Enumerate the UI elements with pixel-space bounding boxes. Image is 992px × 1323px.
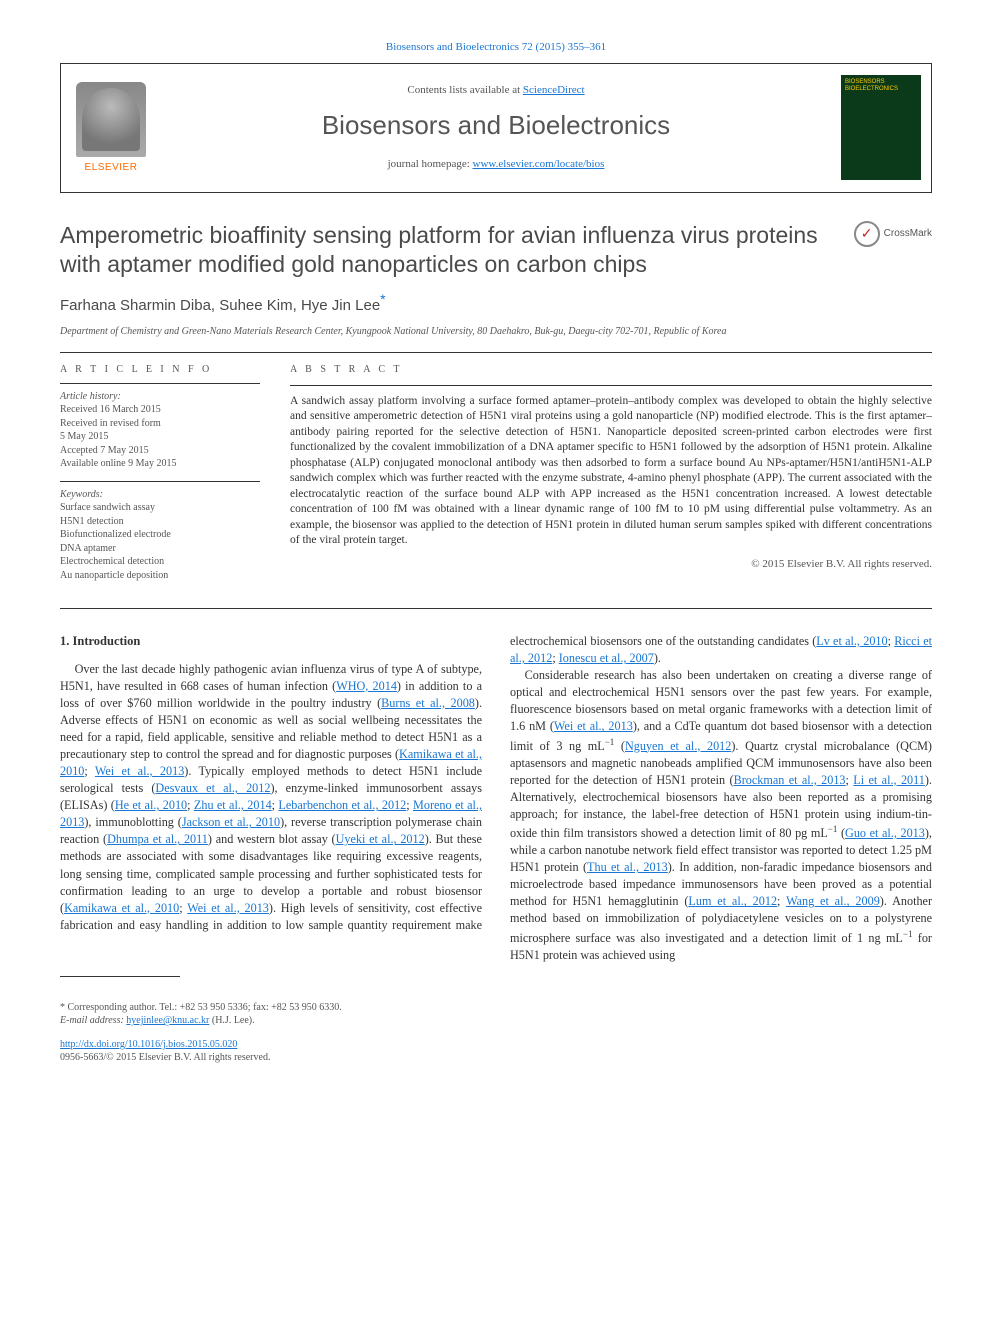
- citation-link[interactable]: Thu et al., 2013: [587, 860, 668, 874]
- citation-link[interactable]: Uyeki et al., 2012: [336, 832, 425, 846]
- section-heading-intro: 1. Introduction: [60, 633, 482, 651]
- body-span: ), immunoblotting (: [84, 815, 181, 829]
- crossmark-label: CrossMark: [884, 227, 932, 241]
- cover-thumbnail: BIOSENSORS BIOELECTRONICS: [841, 75, 921, 180]
- abstract-heading: A B S T R A C T: [290, 363, 932, 377]
- citation-link[interactable]: Zhu et al., 2014: [194, 798, 272, 812]
- issn-line: 0956-5663/© 2015 Elsevier B.V. All right…: [60, 1051, 932, 1065]
- citation-link[interactable]: WHO, 2014: [336, 679, 397, 693]
- citation-link[interactable]: Lebarbenchon et al., 2012: [278, 798, 406, 812]
- article-title: Amperometric bioaffinity sensing platfor…: [60, 221, 844, 279]
- crossmark-icon: ✓: [854, 221, 880, 247]
- keyword: Au nanoparticle deposition: [60, 569, 260, 583]
- abstract-text: A sandwich assay platform involving a su…: [290, 394, 932, 549]
- email-label: E-mail address:: [60, 1015, 126, 1026]
- article-info-column: A R T I C L E I N F O Article history: R…: [60, 363, 260, 592]
- homepage-pre: journal homepage:: [388, 158, 473, 170]
- body-span: (: [614, 739, 625, 753]
- history-line: Received 16 March 2015: [60, 403, 260, 417]
- elsevier-tree-icon: [76, 82, 146, 157]
- history-label: Article history:: [60, 390, 260, 404]
- citation-link[interactable]: Ionescu et al., 2007: [559, 651, 654, 665]
- rule-top: [60, 352, 932, 353]
- affiliation: Department of Chemistry and Green-Nano M…: [60, 325, 932, 339]
- keyword: Surface sandwich assay: [60, 501, 260, 515]
- citation-link[interactable]: Kamikawa et al., 2010: [64, 901, 179, 915]
- body-span: (: [837, 826, 845, 840]
- citation-link[interactable]: Lv et al., 2010: [816, 634, 887, 648]
- keyword: H5N1 detection: [60, 515, 260, 529]
- citation-link[interactable]: Wei et al., 2013: [554, 719, 633, 733]
- journal-header: ELSEVIER Contents lists available at Sci…: [60, 63, 932, 193]
- contents-list-line: Contents lists available at ScienceDirec…: [407, 83, 584, 98]
- keyword: Electrochemical detection: [60, 555, 260, 569]
- abstract-copyright: © 2015 Elsevier B.V. All rights reserved…: [290, 557, 932, 572]
- citation-link[interactable]: Guo et al., 2013: [845, 826, 925, 840]
- article-info-heading: A R T I C L E I N F O: [60, 363, 260, 377]
- citation-link[interactable]: Wei et al., 2013: [187, 901, 269, 915]
- keyword: Biofunctionalized electrode: [60, 528, 260, 542]
- history-line: Available online 9 May 2015: [60, 457, 260, 471]
- body-span: ;: [179, 901, 187, 915]
- journal-title: Biosensors and Bioelectronics: [322, 108, 670, 143]
- citation-link[interactable]: Nguyen et al., 2012: [625, 739, 731, 753]
- corresponding-author: * Corresponding author. Tel.: +82 53 950…: [60, 1001, 932, 1015]
- crossmark-badge[interactable]: ✓ CrossMark: [854, 221, 932, 247]
- doi-link[interactable]: http://dx.doi.org/10.1016/j.bios.2015.05…: [60, 1039, 237, 1050]
- superscript: −1: [828, 824, 838, 834]
- body-span: ;: [406, 798, 413, 812]
- contents-pre: Contents lists available at: [407, 84, 522, 96]
- citation-link[interactable]: Dhumpa et al., 2011: [107, 832, 208, 846]
- citation-link[interactable]: Jackson et al., 2010: [182, 815, 280, 829]
- email-tail: (H.J. Lee).: [209, 1015, 254, 1026]
- authors-line: Farhana Sharmin Diba, Suhee Kim, Hye Jin…: [60, 290, 932, 316]
- citation-link[interactable]: He et al., 2010: [115, 798, 187, 812]
- body-span: ) and western blot assay (: [208, 832, 336, 846]
- keywords-label: Keywords:: [60, 488, 260, 502]
- footnote-block: * Corresponding author. Tel.: +82 53 950…: [60, 1001, 932, 1028]
- rule-mid: [60, 608, 932, 609]
- authors: Farhana Sharmin Diba, Suhee Kim, Hye Jin…: [60, 297, 380, 314]
- citation-link[interactable]: Brockman et al., 2013: [734, 773, 846, 787]
- body-span: ;: [84, 764, 95, 778]
- citation-link[interactable]: Desvaux et al., 2012: [155, 781, 270, 795]
- citation-link[interactable]: Wei et al., 2013: [95, 764, 184, 778]
- keyword: DNA aptamer: [60, 542, 260, 556]
- history-line: Accepted 7 May 2015: [60, 444, 260, 458]
- citation-link[interactable]: Lum et al., 2012: [688, 894, 777, 908]
- journal-citation: Biosensors and Bioelectronics 72 (2015) …: [60, 40, 932, 55]
- corresponding-mark: *: [380, 291, 385, 307]
- journal-cover: BIOSENSORS BIOELECTRONICS: [831, 64, 931, 192]
- publisher-logo: ELSEVIER: [61, 64, 161, 192]
- citation-link[interactable]: Wang et al., 2009: [786, 894, 880, 908]
- footnote-rule: [60, 976, 180, 977]
- body-span: ;: [777, 894, 786, 908]
- email-link[interactable]: hyejinlee@knu.ac.kr: [126, 1015, 209, 1026]
- journal-homepage-link[interactable]: www.elsevier.com/locate/bios: [473, 158, 605, 170]
- history-line: Received in revised form: [60, 417, 260, 431]
- body-span: ;: [187, 798, 194, 812]
- body-text: 1. Introduction Over the last decade hig…: [60, 633, 932, 964]
- history-line: 5 May 2015: [60, 430, 260, 444]
- footer-doi-block: http://dx.doi.org/10.1016/j.bios.2015.05…: [60, 1038, 932, 1065]
- citation-link[interactable]: Li et al., 2011: [853, 773, 925, 787]
- superscript: −1: [605, 737, 615, 747]
- citation-link[interactable]: Burns et al., 2008: [381, 696, 475, 710]
- body-span: ).: [654, 651, 661, 665]
- publisher-name: ELSEVIER: [85, 161, 138, 175]
- abstract-column: A B S T R A C T A sandwich assay platfor…: [290, 363, 932, 592]
- sciencedirect-link[interactable]: ScienceDirect: [523, 84, 585, 96]
- journal-homepage-line: journal homepage: www.elsevier.com/locat…: [388, 157, 605, 172]
